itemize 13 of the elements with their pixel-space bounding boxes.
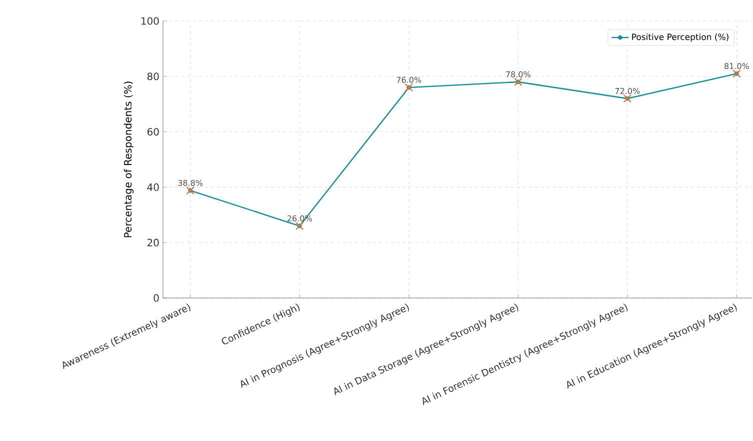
data-label: 72.0% [615, 88, 640, 94]
data-label: 76.0% [396, 76, 422, 83]
y-tick-label: 60 [147, 128, 159, 136]
y-axis-title: Percentage of Respondents (%) [124, 82, 134, 238]
y-tick-label: 20 [147, 238, 159, 246]
y-tick-label: 100 [141, 17, 159, 25]
legend-label: Positive Perception (%) [632, 34, 728, 42]
y-tick-label: 80 [147, 72, 159, 80]
data-label: 38.8% [178, 180, 203, 186]
y-tick-label: 40 [147, 183, 159, 191]
data-label: 78.0% [506, 71, 530, 78]
y-tick-label: 0 [154, 294, 159, 302]
data-label: 81.0% [724, 62, 749, 70]
